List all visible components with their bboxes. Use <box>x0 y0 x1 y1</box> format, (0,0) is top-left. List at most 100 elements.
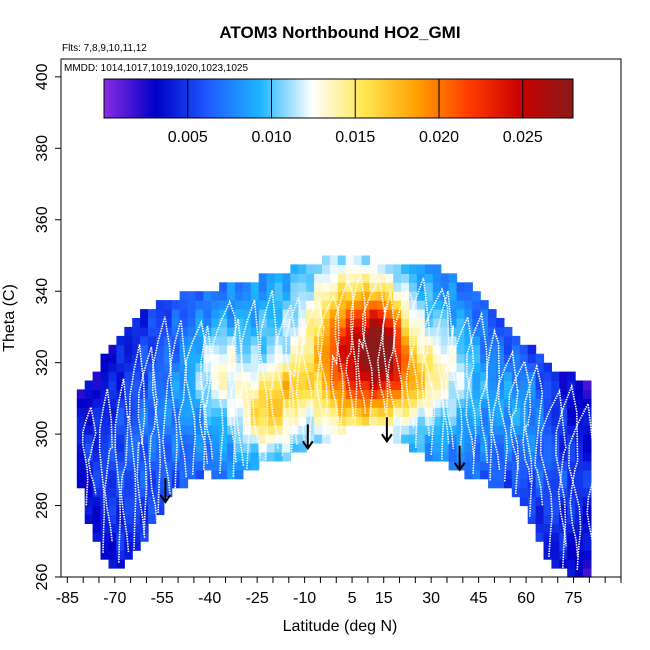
heatmap-cell <box>290 282 299 292</box>
heatmap-cell <box>488 353 497 364</box>
heatmap-cell <box>195 443 204 453</box>
heatmap-cell <box>567 550 576 560</box>
heatmap-cell <box>108 452 117 462</box>
heatmap-cell <box>424 380 434 390</box>
heatmap-cell <box>306 273 315 283</box>
heatmap-cell <box>361 309 371 319</box>
heatmap-cell <box>567 371 576 382</box>
heatmap-cell <box>543 407 552 417</box>
heatmap-cell <box>511 469 521 480</box>
heatmap-cell <box>282 362 291 373</box>
heatmap-cell <box>84 380 94 390</box>
heatmap-cell <box>472 425 481 435</box>
heatmap-cell <box>314 264 323 274</box>
heatmap-cell <box>496 452 505 462</box>
heatmap-cell <box>219 443 228 453</box>
heatmap-cell <box>290 407 299 417</box>
heatmap-cell <box>440 389 450 399</box>
heatmap-cell <box>496 371 505 382</box>
heatmap-cell <box>242 282 252 292</box>
heatmap-cell <box>266 309 276 319</box>
heatmap-cell <box>116 425 125 435</box>
heatmap-cell <box>480 407 489 417</box>
heatmap-cell <box>385 416 394 426</box>
heatmap-cell <box>250 398 260 408</box>
heatmap-cell <box>242 425 252 435</box>
heatmap-cell <box>353 398 363 408</box>
heatmap-cell <box>464 353 473 364</box>
flight-track <box>98 388 113 553</box>
heatmap-cell <box>290 264 299 274</box>
heatmap-cell <box>274 273 284 283</box>
heatmap-cell <box>148 335 157 346</box>
heatmap-cell <box>250 282 260 292</box>
heatmap-cell <box>290 353 299 364</box>
heatmap-cell <box>377 353 386 364</box>
heatmap-cell <box>575 559 584 569</box>
heatmap-cell <box>219 282 228 292</box>
heatmap-cell <box>155 326 165 337</box>
flight-track <box>285 296 305 452</box>
heatmap-cell <box>456 371 465 382</box>
heatmap-cell <box>195 416 204 426</box>
heatmap-cell <box>250 318 260 328</box>
heatmap-cell <box>511 362 521 373</box>
heatmap-cell <box>511 389 521 399</box>
heatmap-cell <box>242 362 252 373</box>
heatmap-cell <box>535 362 545 373</box>
heatmap-cell <box>472 326 481 337</box>
heatmap-cell <box>416 318 426 328</box>
heatmap-cell <box>179 469 189 480</box>
heatmap-cell <box>258 291 268 301</box>
heatmap-cell <box>432 452 442 462</box>
heatmap-cell <box>187 353 197 364</box>
heatmap-cell <box>472 300 481 310</box>
heatmap-cell <box>503 452 513 462</box>
heatmap-cell <box>401 318 410 328</box>
flight-track <box>568 400 596 570</box>
heatmap-cell <box>108 380 117 390</box>
heatmap-cell <box>274 434 284 444</box>
heatmap-cell <box>92 389 102 399</box>
heatmap-cell <box>543 487 552 498</box>
heatmap-cell <box>306 309 315 319</box>
heatmap-cell <box>148 487 157 498</box>
heatmap-cell <box>496 478 505 489</box>
heatmap-cell <box>242 344 252 355</box>
heatmap-cell <box>132 487 141 498</box>
heatmap-cell <box>132 371 141 382</box>
heatmap-cell <box>551 550 560 560</box>
y-tick-label: 280 <box>34 492 51 519</box>
heatmap-cell <box>329 407 339 417</box>
heatmap-cell <box>385 326 394 337</box>
heatmap-cell <box>393 344 402 355</box>
heatmap-cell <box>464 469 473 480</box>
heatmap-cell <box>211 460 220 471</box>
heatmap-cell <box>314 434 323 444</box>
heatmap-cell <box>551 514 560 524</box>
heatmap-cell <box>456 344 465 355</box>
heatmap-cell <box>535 380 545 390</box>
heatmap-cell <box>535 523 545 533</box>
heatmap-cell <box>527 434 537 444</box>
heatmap-cell <box>314 398 323 408</box>
heatmap-cell <box>116 550 125 560</box>
heatmap-cell <box>322 291 331 301</box>
heatmap-cell <box>393 273 402 283</box>
heatmap-cell <box>401 335 410 346</box>
heatmap-cell <box>298 291 307 301</box>
heatmap-cell <box>163 362 173 373</box>
heatmap-cell <box>583 380 592 390</box>
heatmap-cell <box>480 425 489 435</box>
heatmap-cell <box>163 487 173 498</box>
heatmap-cell <box>298 443 307 453</box>
heatmap-cell <box>377 273 386 283</box>
heatmap-cell <box>337 380 347 390</box>
heatmap-cell <box>527 443 537 453</box>
heatmap-cell <box>124 460 133 471</box>
heatmap-cell <box>353 318 363 328</box>
heatmap-cell <box>211 318 220 328</box>
heatmap-cell <box>401 416 410 426</box>
heatmap-cell <box>274 416 284 426</box>
heatmap-cell <box>116 478 125 489</box>
